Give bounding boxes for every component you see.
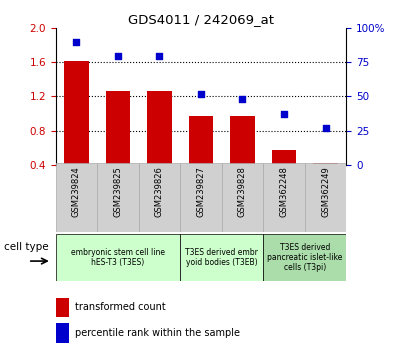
Point: [115, 53, 121, 58]
Bar: [222, 163, 263, 232]
Text: T3ES derived
pancreatic islet-like
cells (T3pi): T3ES derived pancreatic islet-like cells…: [267, 242, 342, 273]
Bar: [64, 61, 89, 165]
Text: GSM362248: GSM362248: [279, 166, 289, 217]
Bar: [313, 163, 338, 165]
Bar: [180, 163, 222, 232]
Text: GSM239828: GSM239828: [238, 166, 247, 217]
Bar: [97, 163, 139, 232]
Point: [322, 125, 329, 131]
Text: transformed count: transformed count: [74, 302, 165, 313]
Bar: [263, 234, 346, 281]
Text: GSM239825: GSM239825: [113, 166, 123, 217]
Bar: [263, 163, 305, 232]
Bar: [56, 298, 69, 317]
Text: GSM239824: GSM239824: [72, 166, 81, 217]
Bar: [147, 91, 172, 165]
Bar: [139, 163, 180, 232]
Bar: [305, 163, 346, 232]
Text: percentile rank within the sample: percentile rank within the sample: [74, 328, 240, 338]
Point: [198, 91, 204, 97]
Text: GSM239827: GSM239827: [197, 166, 205, 217]
Bar: [56, 234, 180, 281]
Bar: [230, 116, 255, 165]
Text: cell type: cell type: [4, 242, 49, 252]
Text: GSM239826: GSM239826: [155, 166, 164, 217]
Point: [156, 53, 163, 58]
Point: [239, 96, 246, 102]
Bar: [56, 324, 69, 343]
Bar: [180, 234, 263, 281]
Bar: [105, 91, 131, 165]
Bar: [271, 150, 297, 165]
Bar: [56, 163, 97, 232]
Bar: [189, 116, 213, 165]
Text: GSM362249: GSM362249: [321, 166, 330, 217]
Text: T3ES derived embr
yoid bodies (T3EB): T3ES derived embr yoid bodies (T3EB): [185, 248, 258, 267]
Point: [73, 39, 80, 45]
Title: GDS4011 / 242069_at: GDS4011 / 242069_at: [128, 13, 274, 26]
Text: embryonic stem cell line
hES-T3 (T3ES): embryonic stem cell line hES-T3 (T3ES): [71, 248, 165, 267]
Point: [281, 112, 287, 117]
